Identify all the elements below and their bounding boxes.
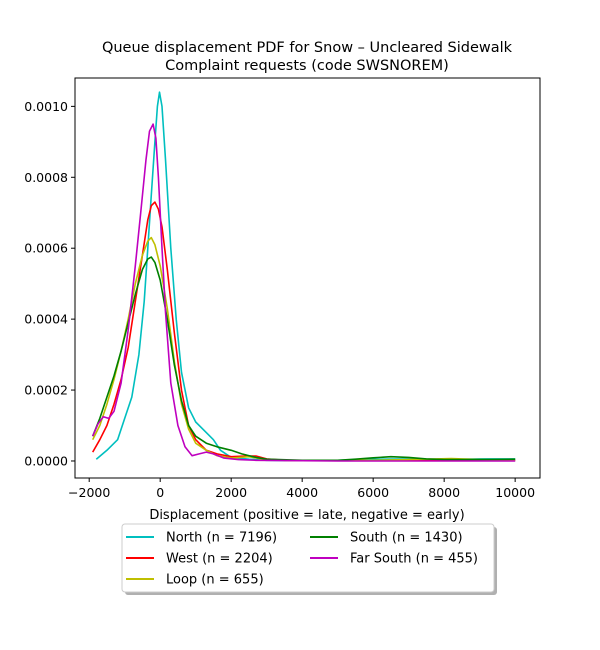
y-tick-label: 0.0008 [24, 170, 68, 185]
series-layer [91, 91, 516, 462]
y-tick-label: 0.0004 [24, 312, 68, 327]
x-tick-label: 10000 [495, 485, 535, 500]
y-tick-label: 0.0010 [24, 99, 68, 114]
legend-items: North (n = 7196) West (n = 2204) Loop (n =… [126, 531, 478, 588]
legend-label: Loop (n = 655) [166, 573, 264, 588]
x-tick-label: 8000 [428, 485, 460, 500]
legend: North (n = 7196) West (n = 2204) Loop (n =… [121, 523, 497, 595]
series-line-4 [91, 123, 516, 462]
y-tick-label: 0.0006 [24, 241, 68, 256]
chart-title-line-1: Queue displacement PDF for Snow – Unclea… [102, 40, 513, 56]
legend-box [121, 523, 495, 593]
x-tick-label: 0 [156, 485, 164, 500]
y-tick-label: 0.0002 [24, 383, 68, 398]
plot-area-frame [74, 77, 541, 479]
x-tick-label: 6000 [357, 485, 389, 500]
x-axis-label: Displacement (positive = late, negative … [149, 508, 464, 523]
legend-label: Far South (n = 455) [350, 552, 478, 567]
x-tick-label: 2000 [215, 485, 247, 500]
series-line-3 [91, 256, 516, 462]
legend-label: South (n = 1430) [350, 531, 463, 546]
y-tick-label: 0.0000 [24, 453, 68, 468]
x-axis-ticks: −2000 0 2000 4000 6000 8000 10000 [68, 478, 535, 500]
series-line-2 [91, 236, 516, 462]
y-axis-ticks: 0.0000 0.0002 0.0004 0.0006 0.0008 0.0010 [24, 99, 75, 468]
x-tick-label: 4000 [286, 485, 318, 500]
legend-label: North (n = 7196) [166, 531, 277, 546]
chart-title-line-2: Complaint requests (code SWSNOREM) [165, 58, 449, 74]
legend-label: West (n = 2204) [166, 552, 273, 567]
x-tick-label: −2000 [68, 485, 110, 500]
series-line-1 [92, 201, 516, 462]
